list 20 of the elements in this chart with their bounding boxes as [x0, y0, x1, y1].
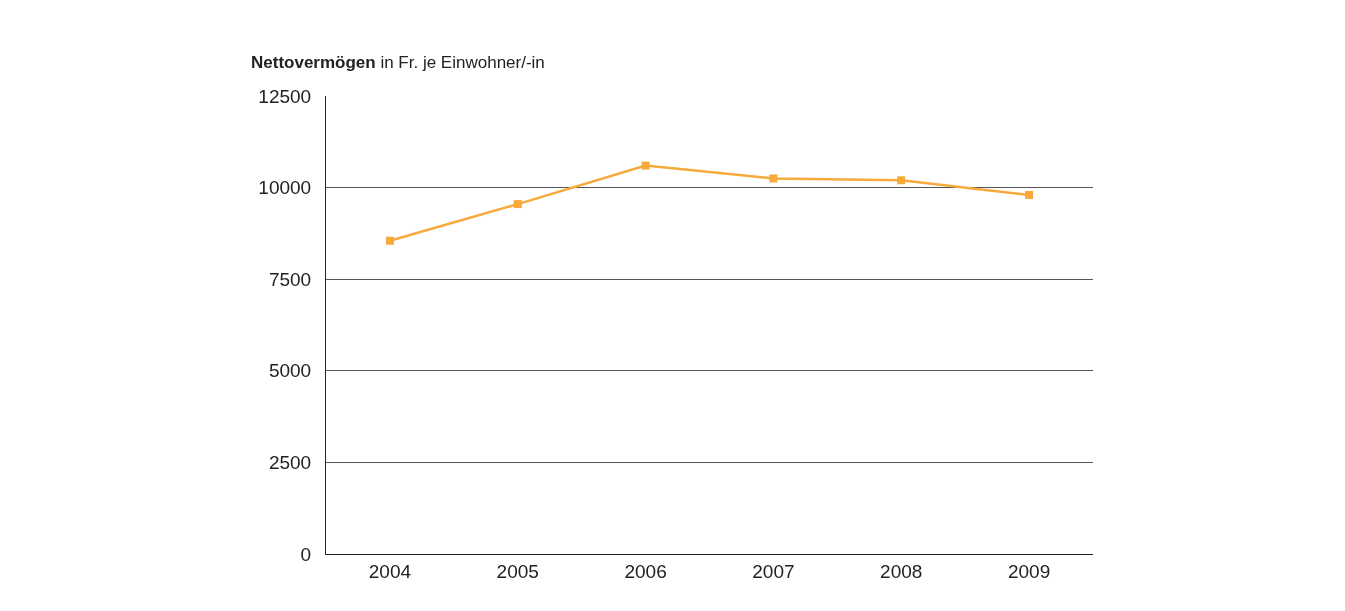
- y-tick-label: 2500: [268, 452, 312, 474]
- point: [1025, 190, 1034, 199]
- x-tick-label: 2008: [880, 560, 923, 582]
- point: [897, 176, 906, 185]
- point: [513, 200, 522, 209]
- x-tick-label: 2004: [368, 560, 412, 582]
- point: [769, 174, 778, 183]
- chart-subtitle: in Fr. je Einwohner/-in: [380, 52, 545, 72]
- chart-title: Nettovermögen: [251, 52, 376, 72]
- point: [641, 161, 650, 170]
- y-tick-label: 12500: [258, 85, 312, 107]
- y-tick-label: 10000: [258, 177, 312, 199]
- point: [385, 236, 394, 245]
- x-tick-label: 2009: [1007, 560, 1051, 582]
- x-tick-label: 2005: [496, 560, 539, 582]
- x-tick-label: 2007: [752, 560, 795, 582]
- y-tick-label: 5000: [268, 360, 312, 382]
- y-tick-label: 7500: [268, 268, 312, 290]
- x-tick-label: 2006: [624, 560, 667, 582]
- y-tick-label: 0: [300, 543, 312, 565]
